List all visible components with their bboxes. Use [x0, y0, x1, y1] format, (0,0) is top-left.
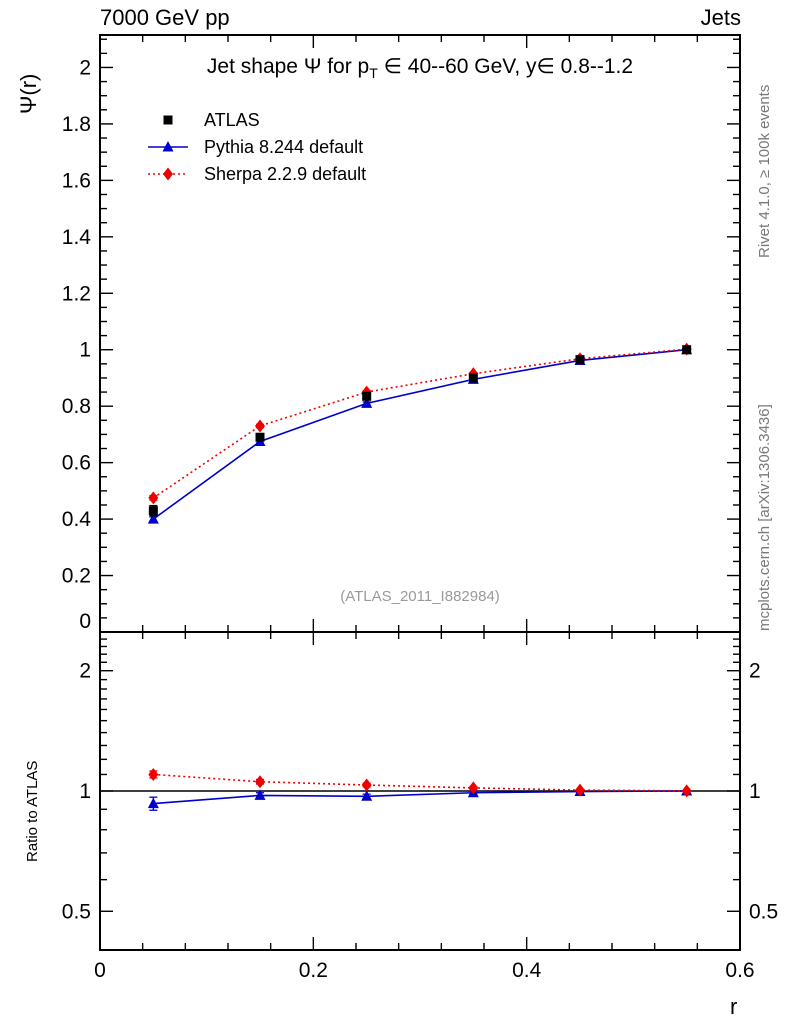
rivet-version-label: Rivet 4.1.0, ≥ 100k events [756, 84, 773, 258]
series-line-sherpa-2-2-9-default [152, 348, 687, 499]
legend: ATLAS Pythia 8.244 default Sherpa 2.2.9 de… [146, 110, 366, 184]
data-marker-diamond [148, 767, 159, 781]
diamond-marker-icon [148, 167, 188, 181]
tick-label: 0.2 [299, 959, 328, 982]
watermark: (ATLAS_2011_I882984) [340, 588, 500, 605]
tick-label: 1.8 [62, 113, 91, 136]
data-marker-square [255, 432, 265, 442]
data-marker-square [362, 391, 372, 401]
tick-label: 0.5 [749, 900, 778, 923]
data-marker-triangle [254, 789, 266, 800]
data-marker-square [468, 373, 478, 383]
data-marker-diamond [361, 778, 372, 792]
beam-energy-label: 7000 GeV pp [100, 5, 230, 30]
title-text: ∈ 40--60 GeV, y∈ 0.8--1.2 [377, 55, 634, 78]
data-marker-square [682, 345, 692, 355]
data-marker-triangle [147, 513, 159, 524]
tick-label: 2 [79, 56, 91, 79]
tick-label: 1 [79, 339, 91, 362]
tick-label: 1.6 [62, 169, 91, 192]
square-marker-icon [163, 115, 173, 125]
title-text: Jet shape Ψ for p [206, 55, 370, 78]
data-marker-square [575, 355, 585, 365]
data-marker-diamond [163, 167, 173, 181]
y-axis-label: Ψ(r) [16, 73, 41, 114]
tick-label: 0.4 [512, 959, 542, 982]
tick-label: 1.4 [62, 226, 92, 249]
data-marker-square [163, 115, 173, 125]
tick-label: 2 [79, 660, 91, 683]
data-marker-diamond [255, 775, 265, 789]
mcplots-credit-label: mcplots.cern.ch [arXiv:1306.3436] [756, 404, 773, 631]
legend-item-label: Sherpa 2.2.9 default [204, 163, 367, 184]
data-marker-triangle [162, 141, 174, 152]
legend-item: ATLAS [146, 110, 366, 130]
tick-label: 1 [749, 780, 761, 803]
tick-label: 1 [79, 780, 91, 803]
plot-title: Jet shape Ψ for pT ∈ 40--60 GeV, y∈ 0.8-… [100, 54, 740, 81]
data-marker-diamond [255, 419, 265, 433]
tick-label: 2 [749, 660, 761, 683]
series-line-pythia-8-244-default [153, 790, 687, 805]
data-marker-square [148, 506, 158, 516]
data-marker-diamond [468, 781, 479, 795]
x-axis-label: r [730, 994, 738, 1019]
legend-item-label: ATLAS [204, 109, 260, 130]
series-line-sherpa-2-2-9-default [153, 773, 687, 792]
tick-label: 0.6 [62, 452, 91, 475]
title-subscript: T [369, 65, 378, 82]
tick-label: 0.4 [62, 508, 92, 531]
legend-item-label: Pythia 8.244 default [204, 136, 364, 157]
data-marker-diamond [148, 491, 159, 505]
triangle-marker-icon [148, 141, 188, 152]
data-marker-triangle [361, 790, 373, 801]
tick-label: 0.2 [62, 565, 91, 588]
tick-label: 0.6 [725, 959, 754, 982]
legend-item: Sherpa 2.2.9 default [146, 164, 366, 184]
data-marker-diamond [681, 784, 692, 798]
ratio-axis-label: Ratio to ATLAS [24, 760, 41, 862]
tick-label: 0 [94, 959, 106, 982]
tick-label: 0 [79, 610, 91, 633]
analysis-group-label: Jets [700, 5, 741, 30]
tick-label: 0.5 [62, 900, 91, 923]
data-marker-diamond [575, 783, 585, 797]
data-marker-triangle [361, 397, 373, 408]
tick-label: 1.2 [62, 282, 91, 305]
legend-item: Pythia 8.244 default [146, 137, 366, 157]
tick-label: 0.8 [62, 395, 91, 418]
series-line-pythia-8-244-default [152, 348, 687, 520]
data-marker-triangle [147, 797, 159, 809]
